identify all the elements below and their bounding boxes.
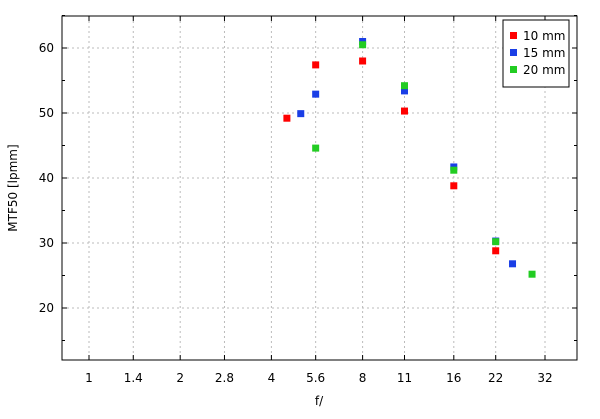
legend-label: 20 mm [523,63,565,77]
x-tick-label: 2 [176,371,184,385]
plot-frame [61,15,578,361]
y-tick-label: 50 [39,106,54,120]
data-point-10-mm [450,182,458,190]
x-tick-label: 8 [359,371,367,385]
data-point-15-mm [312,90,320,98]
y-tick-label: 20 [39,301,54,315]
data-point-20-mm [450,166,458,174]
y-tick-label: 40 [39,171,54,185]
legend-marker [510,66,517,73]
x-tick-label: 11 [397,371,412,385]
data-point-15-mm [401,87,409,95]
legend-label: 10 mm [523,29,565,43]
y-tick-label: 30 [39,236,54,250]
x-tick-label: 4 [268,371,276,385]
data-point-20-mm [401,82,409,90]
legend-marker [510,49,517,56]
data-point-10-mm [359,57,367,65]
data-point-20-mm [312,144,320,152]
grid [62,16,577,360]
data-points [283,38,536,278]
data-point-10-mm [283,114,291,122]
x-tick-label: 32 [537,371,552,385]
x-tick-label: 5.6 [306,371,325,385]
data-point-20-mm [359,41,367,49]
legend-marker [510,32,517,39]
legend: 10 mm 15 mm 20 mm [502,19,570,88]
data-point-15-mm [509,260,517,268]
legend-label: 15 mm [523,46,565,60]
data-point-20-mm [492,238,500,246]
data-point-10-mm [312,61,320,69]
x-axis-label: f/ [315,394,324,408]
x-tick-label: 1.4 [124,371,143,385]
x-tick-label: 22 [488,371,503,385]
y-axis-label: MTF50 [lpmm] [6,144,20,231]
y-tick-label: 60 [39,41,54,55]
x-tick-label: 1 [85,371,93,385]
data-point-10-mm [401,107,409,115]
x-tick-label: 16 [446,371,461,385]
axis-ticks: 1 1.4 2 2.8 4 5.6 8 11 16 22 32 20 30 40 50 60 [39,15,577,385]
data-point-20-mm [528,270,536,278]
data-point-15-mm [297,110,305,118]
data-point-10-mm [492,247,500,255]
x-tick-label: 2.8 [215,371,234,385]
